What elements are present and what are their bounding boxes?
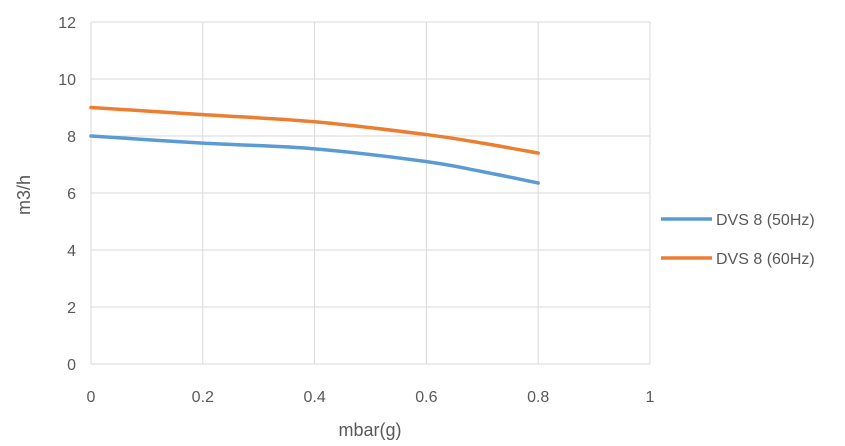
x-axis-label: mbar(g) xyxy=(338,420,401,440)
legend-label-1: DVS 8 (50Hz) xyxy=(716,212,815,229)
x-tick-label: 0 xyxy=(87,389,96,406)
y-tick-label: 8 xyxy=(67,129,76,146)
x-tick-label: 0.2 xyxy=(192,389,214,406)
y-axis-label: m3/h xyxy=(14,175,34,215)
x-tick-label: 1 xyxy=(646,389,655,406)
y-tick-label: 6 xyxy=(67,186,76,203)
x-tick-label: 0.6 xyxy=(415,389,437,406)
y-axis-ticks: 0 2 4 6 8 10 12 xyxy=(58,15,76,374)
grid xyxy=(90,21,651,365)
series-lines xyxy=(89,105,540,185)
series-line-1 xyxy=(89,134,540,185)
legend-label-2: DVS 8 (60Hz) xyxy=(716,251,815,268)
x-tick-label: 0.4 xyxy=(303,389,325,406)
series-line-2 xyxy=(89,105,540,155)
x-tick-label: 0.8 xyxy=(527,389,549,406)
y-tick-label: 0 xyxy=(67,357,76,374)
legend: DVS 8 (50Hz) DVS 8 (60Hz) xyxy=(661,212,815,268)
y-tick-label: 10 xyxy=(58,72,76,89)
x-axis-ticks: 0 0.2 0.4 0.6 0.8 1 xyxy=(87,389,655,406)
y-tick-label: 4 xyxy=(67,243,76,260)
y-tick-label: 12 xyxy=(58,15,76,32)
y-tick-label: 2 xyxy=(67,300,76,317)
